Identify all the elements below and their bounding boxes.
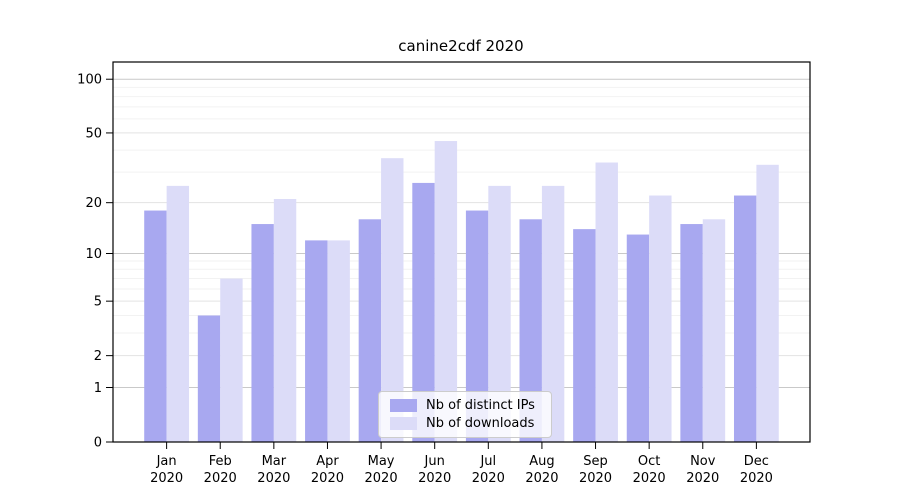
bar-distinct_ips-aug	[519, 219, 542, 442]
x-tick-label-month: Sep	[583, 454, 608, 469]
x-tick-label-year: 2020	[418, 471, 451, 486]
bar-downloads-may	[381, 158, 404, 442]
x-tick-label-month: Mar	[262, 454, 287, 469]
bar-distinct_ips-jan	[144, 210, 167, 442]
x-tick-label-month: Apr	[316, 454, 339, 469]
y-tick-label: 2	[94, 349, 102, 364]
x-tick-label-year: 2020	[365, 471, 398, 486]
legend-swatch-distinct-ips-icon	[390, 399, 417, 412]
x-tick-label-month: Oct	[638, 454, 660, 469]
x-tick-label-month: Aug	[529, 454, 554, 469]
x-tick-label-year: 2020	[150, 471, 183, 486]
bar-downloads-sep	[595, 162, 618, 442]
bar-distinct_ips-may	[358, 219, 382, 442]
bar-downloads-aug	[541, 185, 565, 442]
x-tick-label-year: 2020	[579, 471, 612, 486]
x-tick-label-month: May	[368, 454, 395, 469]
x-tick-label-year: 2020	[257, 471, 290, 486]
chart-title: canine2cdf 2020	[398, 37, 524, 55]
x-tick-label-month: Jan	[156, 454, 177, 469]
bar-downloads-jun	[434, 141, 458, 442]
bar-distinct_ips-apr	[305, 240, 328, 442]
bar-distinct_ips-sep	[573, 229, 596, 442]
legend: Nb of distinct IPs Nb of downloads	[378, 391, 552, 438]
bar-downloads-dec	[756, 164, 779, 443]
y-tick-label: 50	[85, 126, 102, 141]
bar-distinct_ips-dec	[733, 195, 757, 442]
bar-distinct_ips-nov	[680, 224, 703, 442]
x-tick-label-year: 2020	[525, 471, 558, 486]
bar-distinct_ips-oct	[626, 234, 650, 442]
x-tick-label-year: 2020	[686, 471, 719, 486]
x-tick-label-year: 2020	[311, 471, 344, 486]
x-tick-label-year: 2020	[472, 471, 505, 486]
legend-label-downloads: Nb of downloads	[426, 416, 535, 431]
legend-item-distinct-ips: Nb of distinct IPs	[390, 399, 551, 412]
bar-distinct_ips-jul	[465, 210, 489, 442]
y-tick-label: 5	[94, 295, 102, 310]
x-tick-label-year: 2020	[740, 471, 773, 486]
bar-distinct_ips-feb	[197, 315, 221, 442]
bar-downloads-mar	[273, 199, 297, 442]
bar-distinct_ips-jun	[412, 182, 435, 442]
y-tick-label: 10	[85, 247, 102, 262]
x-tick-label-year: 2020	[633, 471, 666, 486]
bar-downloads-jul	[488, 185, 511, 442]
bar-downloads-nov	[702, 219, 726, 442]
bar-downloads-apr	[327, 240, 350, 442]
x-tick-label-month: Feb	[209, 454, 232, 469]
x-tick-label-month: Dec	[744, 454, 769, 469]
y-tick-label: 0	[94, 436, 102, 451]
bar-downloads-oct	[649, 195, 672, 442]
x-tick-label-month: Jul	[479, 454, 496, 469]
y-tick-label: 20	[85, 196, 102, 211]
x-tick-label-month: Nov	[690, 454, 716, 469]
legend-swatch-downloads-icon	[390, 417, 417, 430]
bar-downloads-jan	[166, 185, 190, 442]
y-tick-label: 100	[77, 73, 102, 88]
x-tick-label-year: 2020	[204, 471, 237, 486]
y-tick-label: 1	[94, 381, 102, 396]
bar-distinct_ips-mar	[251, 224, 274, 442]
legend-label-distinct-ips: Nb of distinct IPs	[426, 398, 535, 413]
bar-downloads-feb	[220, 278, 243, 442]
plot-border	[112, 61, 811, 443]
x-tick-label-month: Jun	[424, 454, 445, 469]
legend-item-downloads: Nb of downloads	[390, 417, 551, 430]
